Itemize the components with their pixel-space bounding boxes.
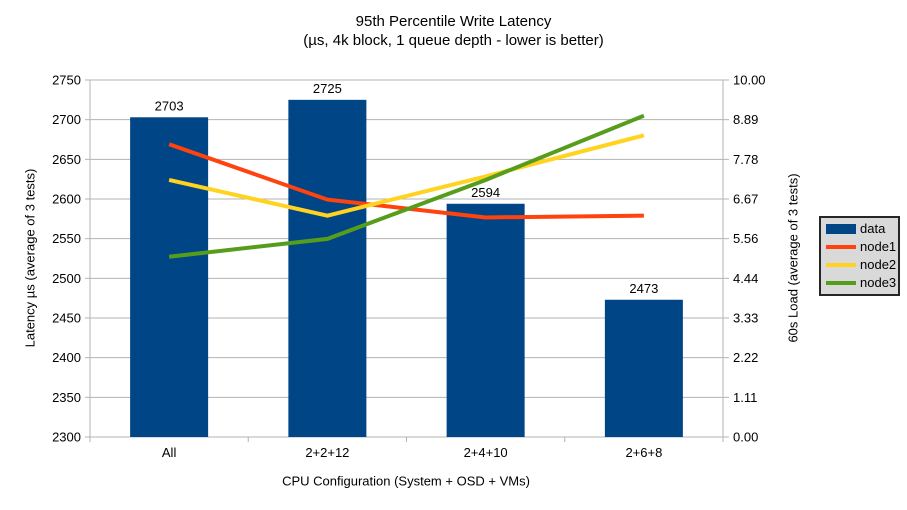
bar-data-label: 2594	[471, 185, 500, 200]
legend-label: node1	[860, 239, 897, 254]
legend-swatch-node1	[826, 245, 856, 249]
left-axis-tick-label: 2650	[52, 152, 81, 167]
legend-item-node1: node1	[826, 238, 898, 256]
chart-title-block: 95th Percentile Write Latency (µs, 4k bl…	[0, 12, 907, 50]
bar-2+2+12	[288, 99, 367, 437]
right-axis-tick-label: 1.11	[733, 390, 757, 405]
left-axis-tick-label: 2450	[52, 311, 81, 326]
x-category-label: 2+4+10	[464, 445, 508, 460]
right-axis-tick-label: 2.22	[733, 350, 758, 365]
left-axis-tick-label: 2550	[52, 231, 81, 246]
legend-item-node2: node2	[826, 256, 898, 274]
legend-swatch-node2	[826, 263, 856, 267]
left-axis-tick-label: 2300	[52, 430, 81, 445]
line-node2	[168, 133, 645, 218]
bar-data-label: 2725	[313, 81, 342, 96]
x-category-label: 2+6+8	[625, 445, 662, 460]
chart-subtitle: (µs, 4k block, 1 queue depth - lower is …	[303, 32, 604, 49]
right-axis-tick-label: 3.33	[733, 311, 758, 326]
x-category-label: All	[162, 445, 177, 460]
line-node3	[168, 113, 645, 259]
legend-swatch-node3	[826, 281, 856, 285]
left-axis-tick-label: 2600	[52, 192, 81, 207]
right-axis-tick-label: 5.56	[733, 231, 758, 246]
bar-2+6+8	[604, 299, 683, 437]
bar-All	[130, 117, 209, 437]
x-category-label: 2+2+12	[305, 445, 349, 460]
chart-title: 95th Percentile Write Latency	[355, 13, 552, 30]
legend: data node1 node2 node3	[819, 216, 900, 296]
legend-label: node3	[860, 275, 897, 290]
right-axis-tick-label: 8.89	[733, 112, 758, 127]
right-axis-tick-label: 10.00	[733, 73, 766, 88]
bar-data-label: 2703	[155, 98, 184, 113]
left-axis-tick-label: 2700	[52, 112, 81, 127]
legend-item-node3: node3	[826, 274, 898, 292]
bar-data-label: 2473	[629, 281, 658, 296]
right-axis-tick-label: 7.78	[733, 152, 758, 167]
x-axis-title: CPU Configuration (System + OSD + VMs)	[282, 473, 530, 489]
legend-item-data: data	[826, 220, 898, 238]
left-axis-tick-label: 2500	[52, 271, 81, 286]
left-axis-tick-label: 2750	[52, 73, 81, 88]
left-axis-tick-label: 2350	[52, 390, 81, 405]
right-axis-tick-label: 4.44	[733, 271, 758, 286]
right-axis-tick-label: 6.67	[733, 192, 758, 207]
legend-label: node2	[860, 257, 897, 272]
bar-2+4+10	[446, 203, 525, 437]
right-axis-tick-label: 0.00	[733, 430, 758, 445]
legend-label: data	[860, 221, 886, 236]
left-axis-tick-label: 2400	[52, 350, 81, 365]
legend-swatch-data	[826, 224, 856, 234]
